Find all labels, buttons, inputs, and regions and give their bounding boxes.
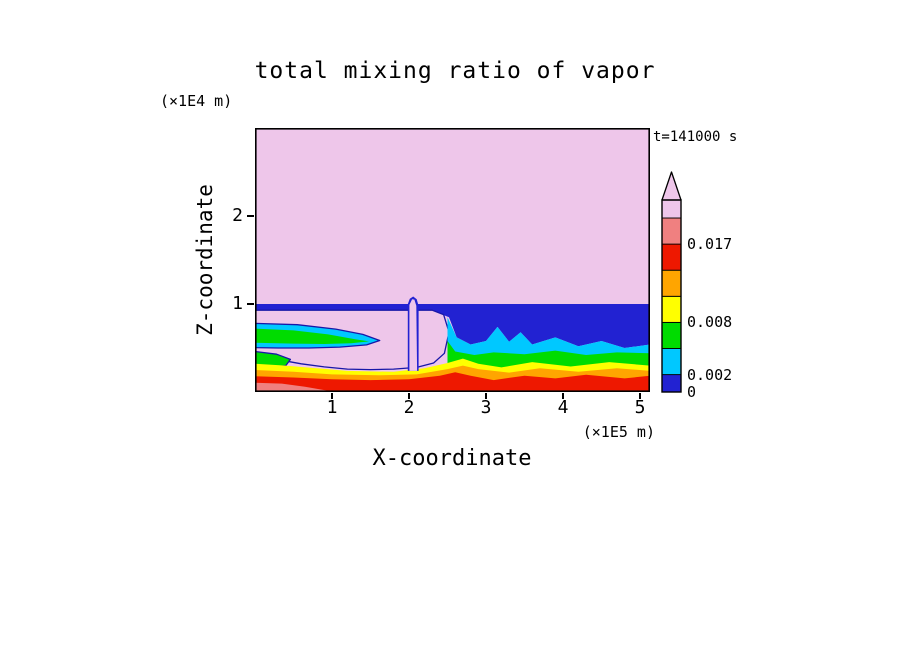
z-axis-unit-label: (×1E4 m) xyxy=(160,92,233,110)
colorbar-value-label: 0.017 xyxy=(687,235,733,254)
colorbar-segment xyxy=(661,269,682,297)
contour-region-green-tongue xyxy=(255,328,369,344)
z-tick xyxy=(247,215,254,217)
colorbar-value-label: 0.002 xyxy=(687,365,733,384)
x-tick xyxy=(638,393,641,399)
x-tick-label: 5 xyxy=(634,397,646,418)
z-tick-label: 1 xyxy=(232,293,243,314)
plot-frame xyxy=(255,128,650,392)
contour-region-spike-core xyxy=(409,299,418,371)
chart-title: total mixing ratio of vapor xyxy=(254,58,656,84)
colorbar-value-label: 0 xyxy=(687,383,697,401)
colorbar-segment xyxy=(661,295,682,323)
x-tick-label: 1 xyxy=(326,397,338,418)
colorbar xyxy=(661,171,682,393)
contour-region-red-layer xyxy=(255,372,650,392)
x-tick xyxy=(484,393,487,399)
time-label: t=141000 s xyxy=(653,129,738,145)
x-tick-label: 2 xyxy=(403,397,415,418)
colorbar-segment-over xyxy=(661,199,682,219)
colorbar-segment xyxy=(661,321,682,349)
x-tick xyxy=(407,393,410,399)
colorbar-segment xyxy=(661,243,682,271)
z-tick xyxy=(247,303,254,305)
x-axis-label: X-coordinate xyxy=(372,446,532,471)
colorbar-arrow-icon xyxy=(661,171,682,201)
colorbar-segment xyxy=(661,348,682,376)
colorbar-value-label: 0.008 xyxy=(687,313,733,332)
colorbar-frame xyxy=(661,199,682,393)
z-tick-label: 2 xyxy=(232,205,243,226)
contour-region-navy-layer xyxy=(255,304,650,348)
z-axis-label: Z-coordinate xyxy=(193,184,217,336)
x-tick xyxy=(561,393,564,399)
colorbar-segment xyxy=(661,217,682,245)
x-axis-unit-label: (×1E5 m) xyxy=(582,423,655,441)
colorbar-segment xyxy=(661,374,682,393)
contour-region-salmon-patch xyxy=(255,382,332,392)
contour-plot xyxy=(255,128,650,392)
x-tick xyxy=(330,393,333,399)
x-tick-label: 3 xyxy=(480,397,492,418)
x-tick-label: 4 xyxy=(557,397,569,418)
